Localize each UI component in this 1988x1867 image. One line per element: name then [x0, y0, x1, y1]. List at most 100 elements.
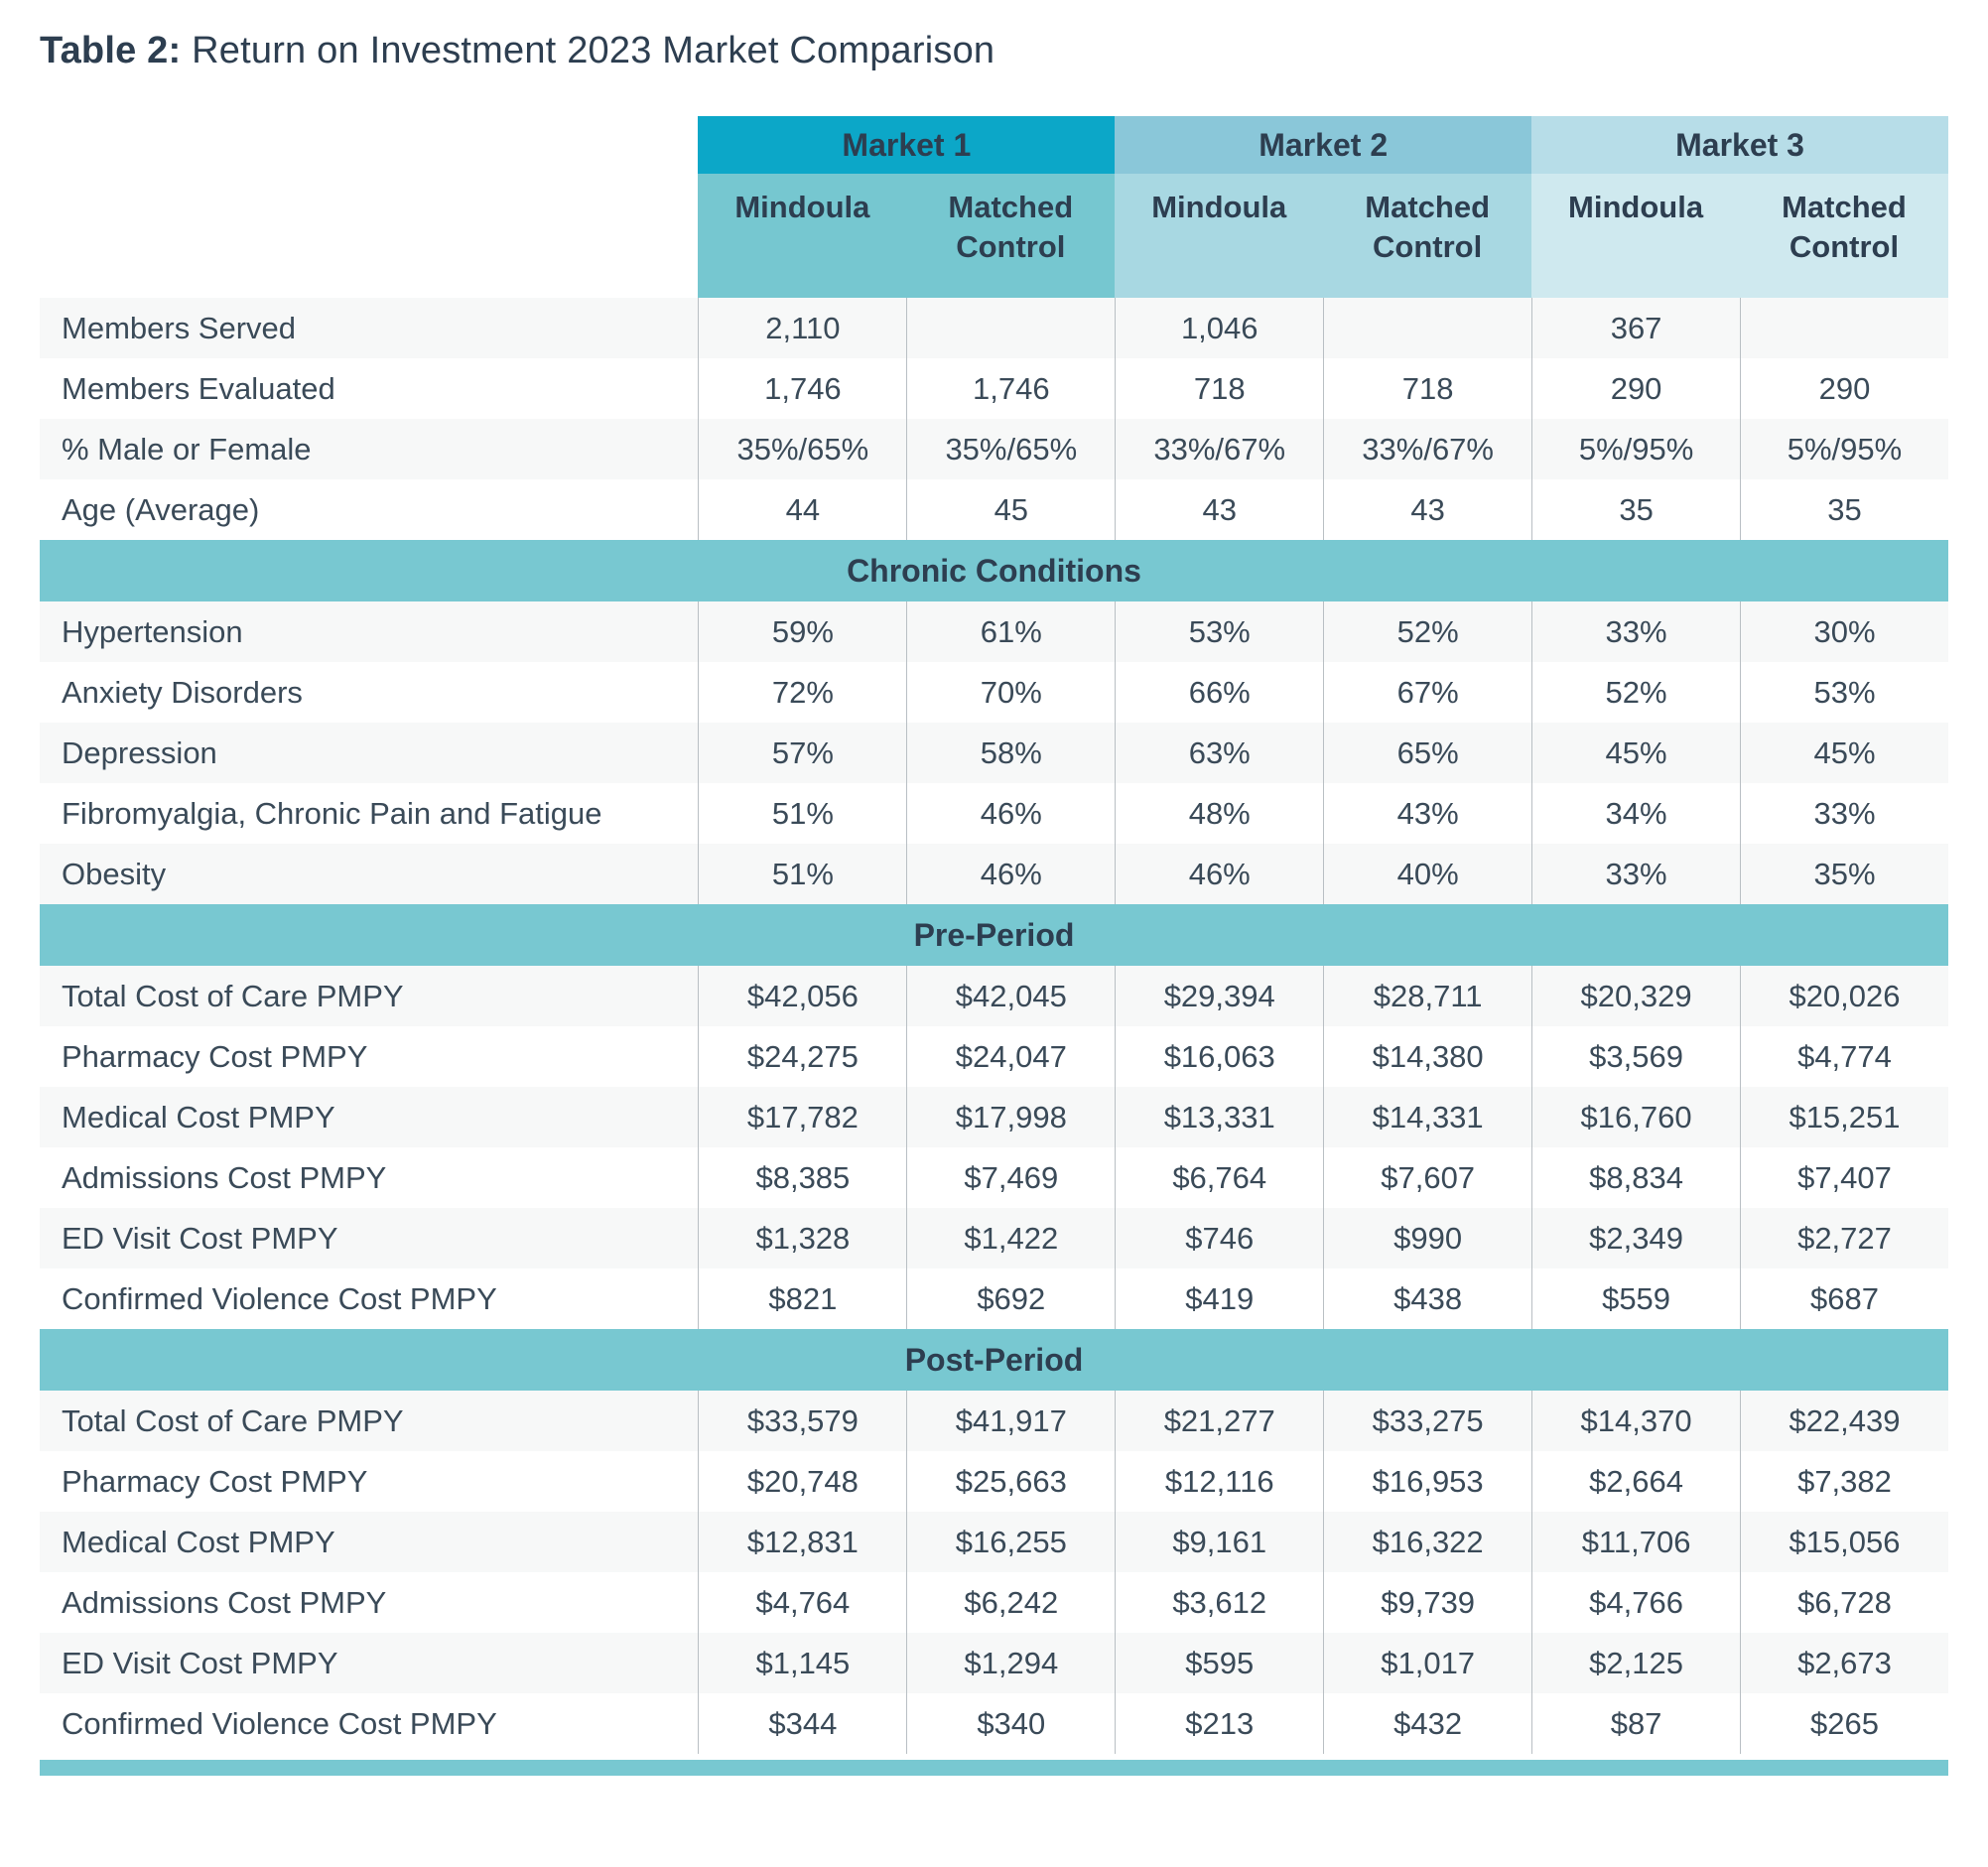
cell-value: $33,275 — [1323, 1391, 1532, 1451]
cell-value: 33% — [1531, 601, 1741, 662]
roi-comparison-table: Market 1 Market 2 Market 3 Mindoula Matc… — [40, 116, 1948, 1776]
cell-value: 1,046 — [1115, 298, 1324, 358]
row-label: Hypertension — [40, 601, 699, 662]
cell-value: $28,711 — [1323, 966, 1532, 1026]
col-header-label: Mindoula — [1568, 190, 1704, 224]
col-header-label: Matched Control — [1365, 190, 1491, 265]
cell-value: 1,746 — [698, 358, 907, 419]
cell-value: 35% — [1740, 844, 1948, 904]
cell-value: $13,331 — [1115, 1087, 1324, 1147]
cell-value: $12,116 — [1115, 1451, 1324, 1512]
row-label: Pharmacy Cost PMPY — [40, 1026, 699, 1087]
cell-value: 51% — [698, 783, 907, 844]
market-header-row: Market 1 Market 2 Market 3 — [40, 116, 1948, 174]
cell-value: $20,748 — [698, 1451, 907, 1512]
cell-value: $20,026 — [1740, 966, 1948, 1026]
cell-value: 48% — [1115, 783, 1324, 844]
column-subheader-row: Mindoula Matched Control Mindoula Matche… — [40, 174, 1948, 298]
cell-value: $340 — [906, 1693, 1116, 1754]
cell-value: $595 — [1115, 1633, 1324, 1693]
market-1-header: Market 1 — [698, 116, 1116, 174]
cell-value: 44 — [698, 479, 907, 540]
col-header-label: Matched Control — [1782, 190, 1907, 265]
cell-value: 40% — [1323, 844, 1532, 904]
cell-value: 53% — [1115, 601, 1324, 662]
table-row: Pharmacy Cost PMPY $20,748 $25,663 $12,116 $… — [40, 1451, 1948, 1512]
row-label: Medical Cost PMPY — [40, 1087, 699, 1147]
cell-value: $6,728 — [1740, 1572, 1948, 1633]
cell-value: $2,349 — [1531, 1208, 1741, 1268]
cell-value: $9,739 — [1323, 1572, 1532, 1633]
cell-value: $8,385 — [698, 1147, 907, 1208]
cell-value: 58% — [906, 723, 1116, 783]
title-prefix: Table 2: — [40, 30, 182, 71]
market-3-header: Market 3 — [1531, 116, 1948, 174]
cell-value: 45% — [1531, 723, 1741, 783]
market-2-header: Market 2 — [1115, 116, 1532, 174]
cell-value: 290 — [1531, 358, 1741, 419]
cell-value: $432 — [1323, 1693, 1532, 1754]
row-label: Age (Average) — [40, 479, 699, 540]
header-spacer — [40, 116, 698, 174]
col-header-market3-mindoula: Mindoula — [1531, 174, 1741, 298]
cell-value: 52% — [1531, 662, 1741, 723]
cell-value: 33% — [1531, 844, 1741, 904]
row-label: % Male or Female — [40, 419, 699, 479]
cell-value: 57% — [698, 723, 907, 783]
cell-value: $692 — [906, 1268, 1116, 1329]
table-row: Confirmed Violence Cost PMPY $344 $340 $213… — [40, 1693, 1948, 1754]
cell-value: 53% — [1740, 662, 1948, 723]
table-row: Age (Average) 44 45 43 43 35 35 — [40, 479, 1948, 540]
cell-value: $15,056 — [1740, 1512, 1948, 1572]
cell-value: 52% — [1323, 601, 1532, 662]
row-label: Medical Cost PMPY — [40, 1512, 699, 1572]
row-label: Admissions Cost PMPY — [40, 1572, 699, 1633]
cell-value: $8,834 — [1531, 1147, 1741, 1208]
cell-value: 5%/95% — [1740, 419, 1948, 479]
row-label: Anxiety Disorders — [40, 662, 699, 723]
row-label: Fibromyalgia, Chronic Pain and Fatigue — [40, 783, 699, 844]
cell-value: $42,056 — [698, 966, 907, 1026]
cell-value: $4,774 — [1740, 1026, 1948, 1087]
cell-value: $6,242 — [906, 1572, 1116, 1633]
cell-value: $14,380 — [1323, 1026, 1532, 1087]
section-banner-post-period: Post-Period — [40, 1329, 1948, 1391]
row-label: Confirmed Violence Cost PMPY — [40, 1693, 699, 1754]
cell-value: $3,569 — [1531, 1026, 1741, 1087]
cell-value: $438 — [1323, 1268, 1532, 1329]
cell-value: $15,251 — [1740, 1087, 1948, 1147]
cell-value: $25,663 — [906, 1451, 1116, 1512]
section-banner-chronic-conditions: Chronic Conditions — [40, 540, 1948, 601]
cell-value: 33% — [1740, 783, 1948, 844]
cell-value — [1323, 298, 1532, 358]
cell-value: 367 — [1531, 298, 1741, 358]
row-label: Total Cost of Care PMPY — [40, 966, 699, 1026]
cell-value: $7,407 — [1740, 1147, 1948, 1208]
cell-value: 43 — [1323, 479, 1532, 540]
cell-value: $17,782 — [698, 1087, 907, 1147]
cell-value: 45% — [1740, 723, 1948, 783]
cell-value: 718 — [1115, 358, 1324, 419]
col-header-label: Mindoula — [1151, 190, 1287, 224]
cell-value: 35%/65% — [698, 419, 907, 479]
row-label: Members Evaluated — [40, 358, 699, 419]
cell-value: 46% — [1115, 844, 1324, 904]
cell-value: $265 — [1740, 1693, 1948, 1754]
row-label: ED Visit Cost PMPY — [40, 1208, 699, 1268]
cell-value: $87 — [1531, 1693, 1741, 1754]
cell-value: $9,161 — [1115, 1512, 1324, 1572]
cell-value: $21,277 — [1115, 1391, 1324, 1451]
table-row: Confirmed Violence Cost PMPY $821 $692 $419… — [40, 1268, 1948, 1329]
table-row: Obesity 51% 46% 46% 40% 33% 35% — [40, 844, 1948, 904]
col-header-market1-mindoula: Mindoula — [698, 174, 907, 298]
title-rest: Return on Investment 2023 Market Compari… — [181, 30, 995, 71]
table-row: Depression 57% 58% 63% 65% 45% 45% — [40, 723, 1948, 783]
cell-value: $16,322 — [1323, 1512, 1532, 1572]
cell-value: $7,382 — [1740, 1451, 1948, 1512]
cell-value: $4,766 — [1531, 1572, 1741, 1633]
cell-value: 61% — [906, 601, 1116, 662]
cell-value: 2,110 — [698, 298, 907, 358]
cell-value: 72% — [698, 662, 907, 723]
row-label: Total Cost of Care PMPY — [40, 1391, 699, 1451]
cell-value: $22,439 — [1740, 1391, 1948, 1451]
